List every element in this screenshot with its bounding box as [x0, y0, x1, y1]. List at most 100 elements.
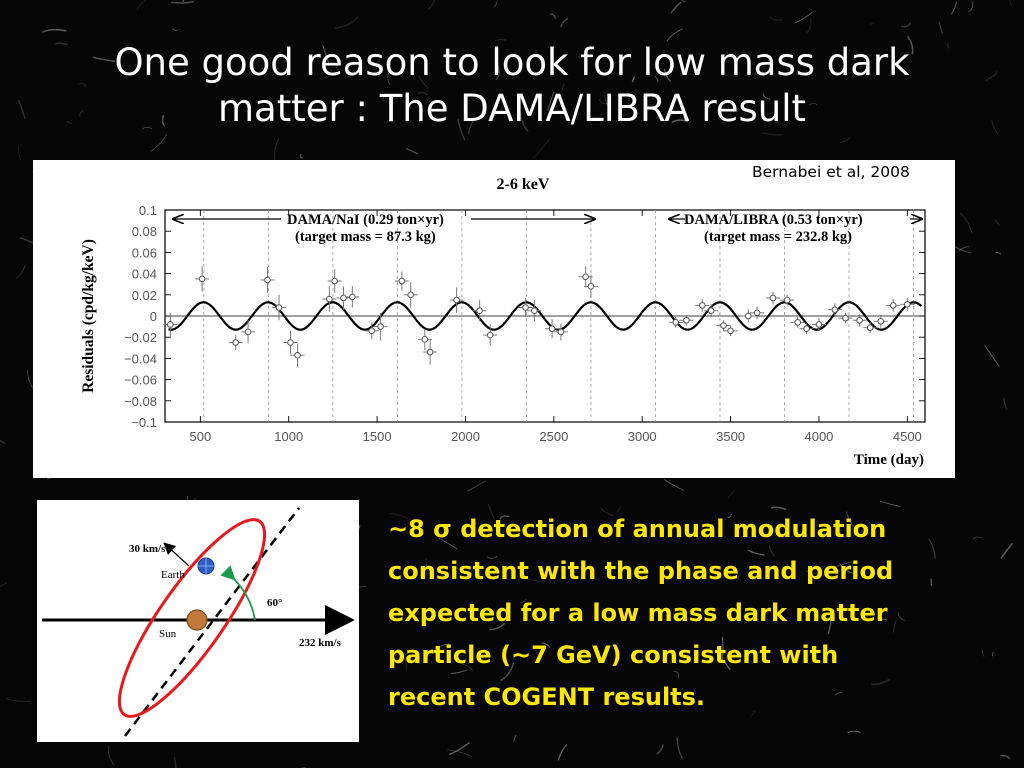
data-point: [421, 336, 429, 343]
data-point: [349, 293, 356, 301]
data-point: [831, 306, 839, 313]
data-point: [198, 275, 206, 283]
background-scratch: [486, 555, 498, 559]
background-scratch: [985, 71, 998, 82]
background-scratch: [845, 511, 856, 529]
background-scratch: [892, 620, 897, 633]
data-point: [587, 283, 595, 290]
y-tick-label: −0.1: [131, 415, 157, 430]
background-scratch: [560, 17, 569, 28]
data-point: [398, 277, 406, 285]
nai-exposure-label: DAMA/NaI (0.29 ton×yr): [287, 212, 444, 228]
data-point: [783, 296, 791, 304]
background-scratch: [880, 618, 887, 621]
background-scratch: [901, 22, 912, 28]
data-point: [699, 302, 706, 309]
title-line-2: matter : The DAMA/LIBRA result: [218, 87, 806, 130]
data-point: [522, 304, 529, 311]
background-scratch: [654, 75, 659, 83]
background-scratch: [670, 1, 682, 14]
data-point: [426, 348, 434, 356]
background-scratch: [136, 0, 146, 11]
background-scratch: [806, 18, 812, 34]
y-tick-label: 0.08: [132, 224, 157, 239]
background-scratch: [561, 83, 565, 92]
data-point: [889, 302, 897, 309]
background-scratch: [968, 1, 974, 12]
background-scratch: [516, 565, 521, 583]
background-scratch: [794, 11, 813, 24]
background-scratch: [973, 536, 982, 540]
y-tick-label: −0.02: [124, 330, 157, 345]
background-scratch: [500, 661, 515, 682]
background-scratch: [173, 756, 177, 768]
nai-target-mass: (target mass = 87.3 kg): [295, 229, 436, 245]
background-scratch: [557, 744, 568, 761]
orbit-diagram-panel: 30 km/s Earth Sun 60° 232 km/s: [37, 500, 359, 742]
background-scratch: [527, 578, 546, 583]
background-scratch: [499, 515, 510, 520]
background-scratch: [860, 529, 870, 535]
data-point: [326, 295, 333, 303]
citation: Bernabei et al, 2008: [752, 163, 910, 181]
data-point: [294, 351, 301, 359]
data-point: [232, 339, 239, 346]
background-scratch: [322, 44, 330, 64]
background-scratch: [495, 39, 506, 42]
background-scratch: [751, 711, 755, 716]
modulation-curve: [168, 301, 923, 331]
body-line-2: consistent with the phase and period: [388, 557, 894, 585]
sun-speed-label: 232 km/s: [299, 637, 342, 649]
libra-target-mass: (target mass = 232.8 kg): [704, 229, 852, 245]
y-tick-label: 0.1: [139, 203, 157, 218]
earth-label: Earth: [161, 569, 185, 581]
background-scratch: [549, 13, 557, 20]
background-scratch: [428, 0, 435, 10]
data-point: [815, 321, 823, 328]
background-scratch: [495, 65, 500, 81]
background-scratch: [631, 76, 636, 83]
background-scratch: [150, 134, 167, 152]
background-scratch: [673, 670, 680, 679]
background-scratch: [274, 138, 280, 161]
libra-exposure-label: DAMA/LIBRA (0.53 ton×yr): [684, 212, 863, 228]
background-scratch: [425, 558, 429, 572]
data-point: [683, 316, 690, 324]
background-scratch: [457, 118, 466, 141]
modulation-curve-group: [168, 301, 923, 331]
background-scratch: [493, 0, 498, 8]
background-scratch: [991, 120, 999, 136]
background-scratch: [723, 659, 731, 671]
background-scratch: [172, 28, 179, 31]
sun-label: Sun: [159, 628, 177, 640]
background-scratch: [418, 75, 430, 89]
background-scratch: [984, 345, 1000, 367]
background-scratch: [519, 112, 529, 132]
background-scratch: [6, 698, 31, 702]
x-tick-label: 3000: [628, 429, 657, 444]
background-scratch: [995, 251, 1001, 255]
background-scratch: [769, 16, 783, 21]
data-point: [707, 307, 715, 314]
data-point: [803, 325, 810, 333]
x-axis-label: Time (day): [854, 452, 924, 468]
data-point: [904, 301, 911, 308]
background-scratch: [671, 119, 689, 124]
data-point: [753, 309, 761, 317]
background-scratch: [762, 132, 782, 136]
year-markers: [203, 210, 914, 422]
orbit-diagram: 30 km/s Earth Sun 60° 232 km/s: [42, 507, 355, 737]
background-scratch: [171, 0, 194, 4]
background-scratch: [995, 218, 1000, 225]
background-scratch: [400, 651, 407, 672]
exposure-annotations: DAMA/NaI (0.29 ton×yr) (target mass = 87…: [173, 212, 922, 245]
background-scratch: [77, 83, 86, 87]
background-scratch: [663, 479, 684, 491]
background-scratch: [951, 1, 957, 15]
y-tick-label: −0.08: [124, 394, 157, 409]
background-scratch: [1000, 754, 1011, 760]
background-scratch: [18, 99, 26, 119]
earth-orbit-ellipse: [117, 518, 267, 718]
data-point: [842, 314, 849, 322]
x-tick-label: 500: [189, 429, 211, 444]
